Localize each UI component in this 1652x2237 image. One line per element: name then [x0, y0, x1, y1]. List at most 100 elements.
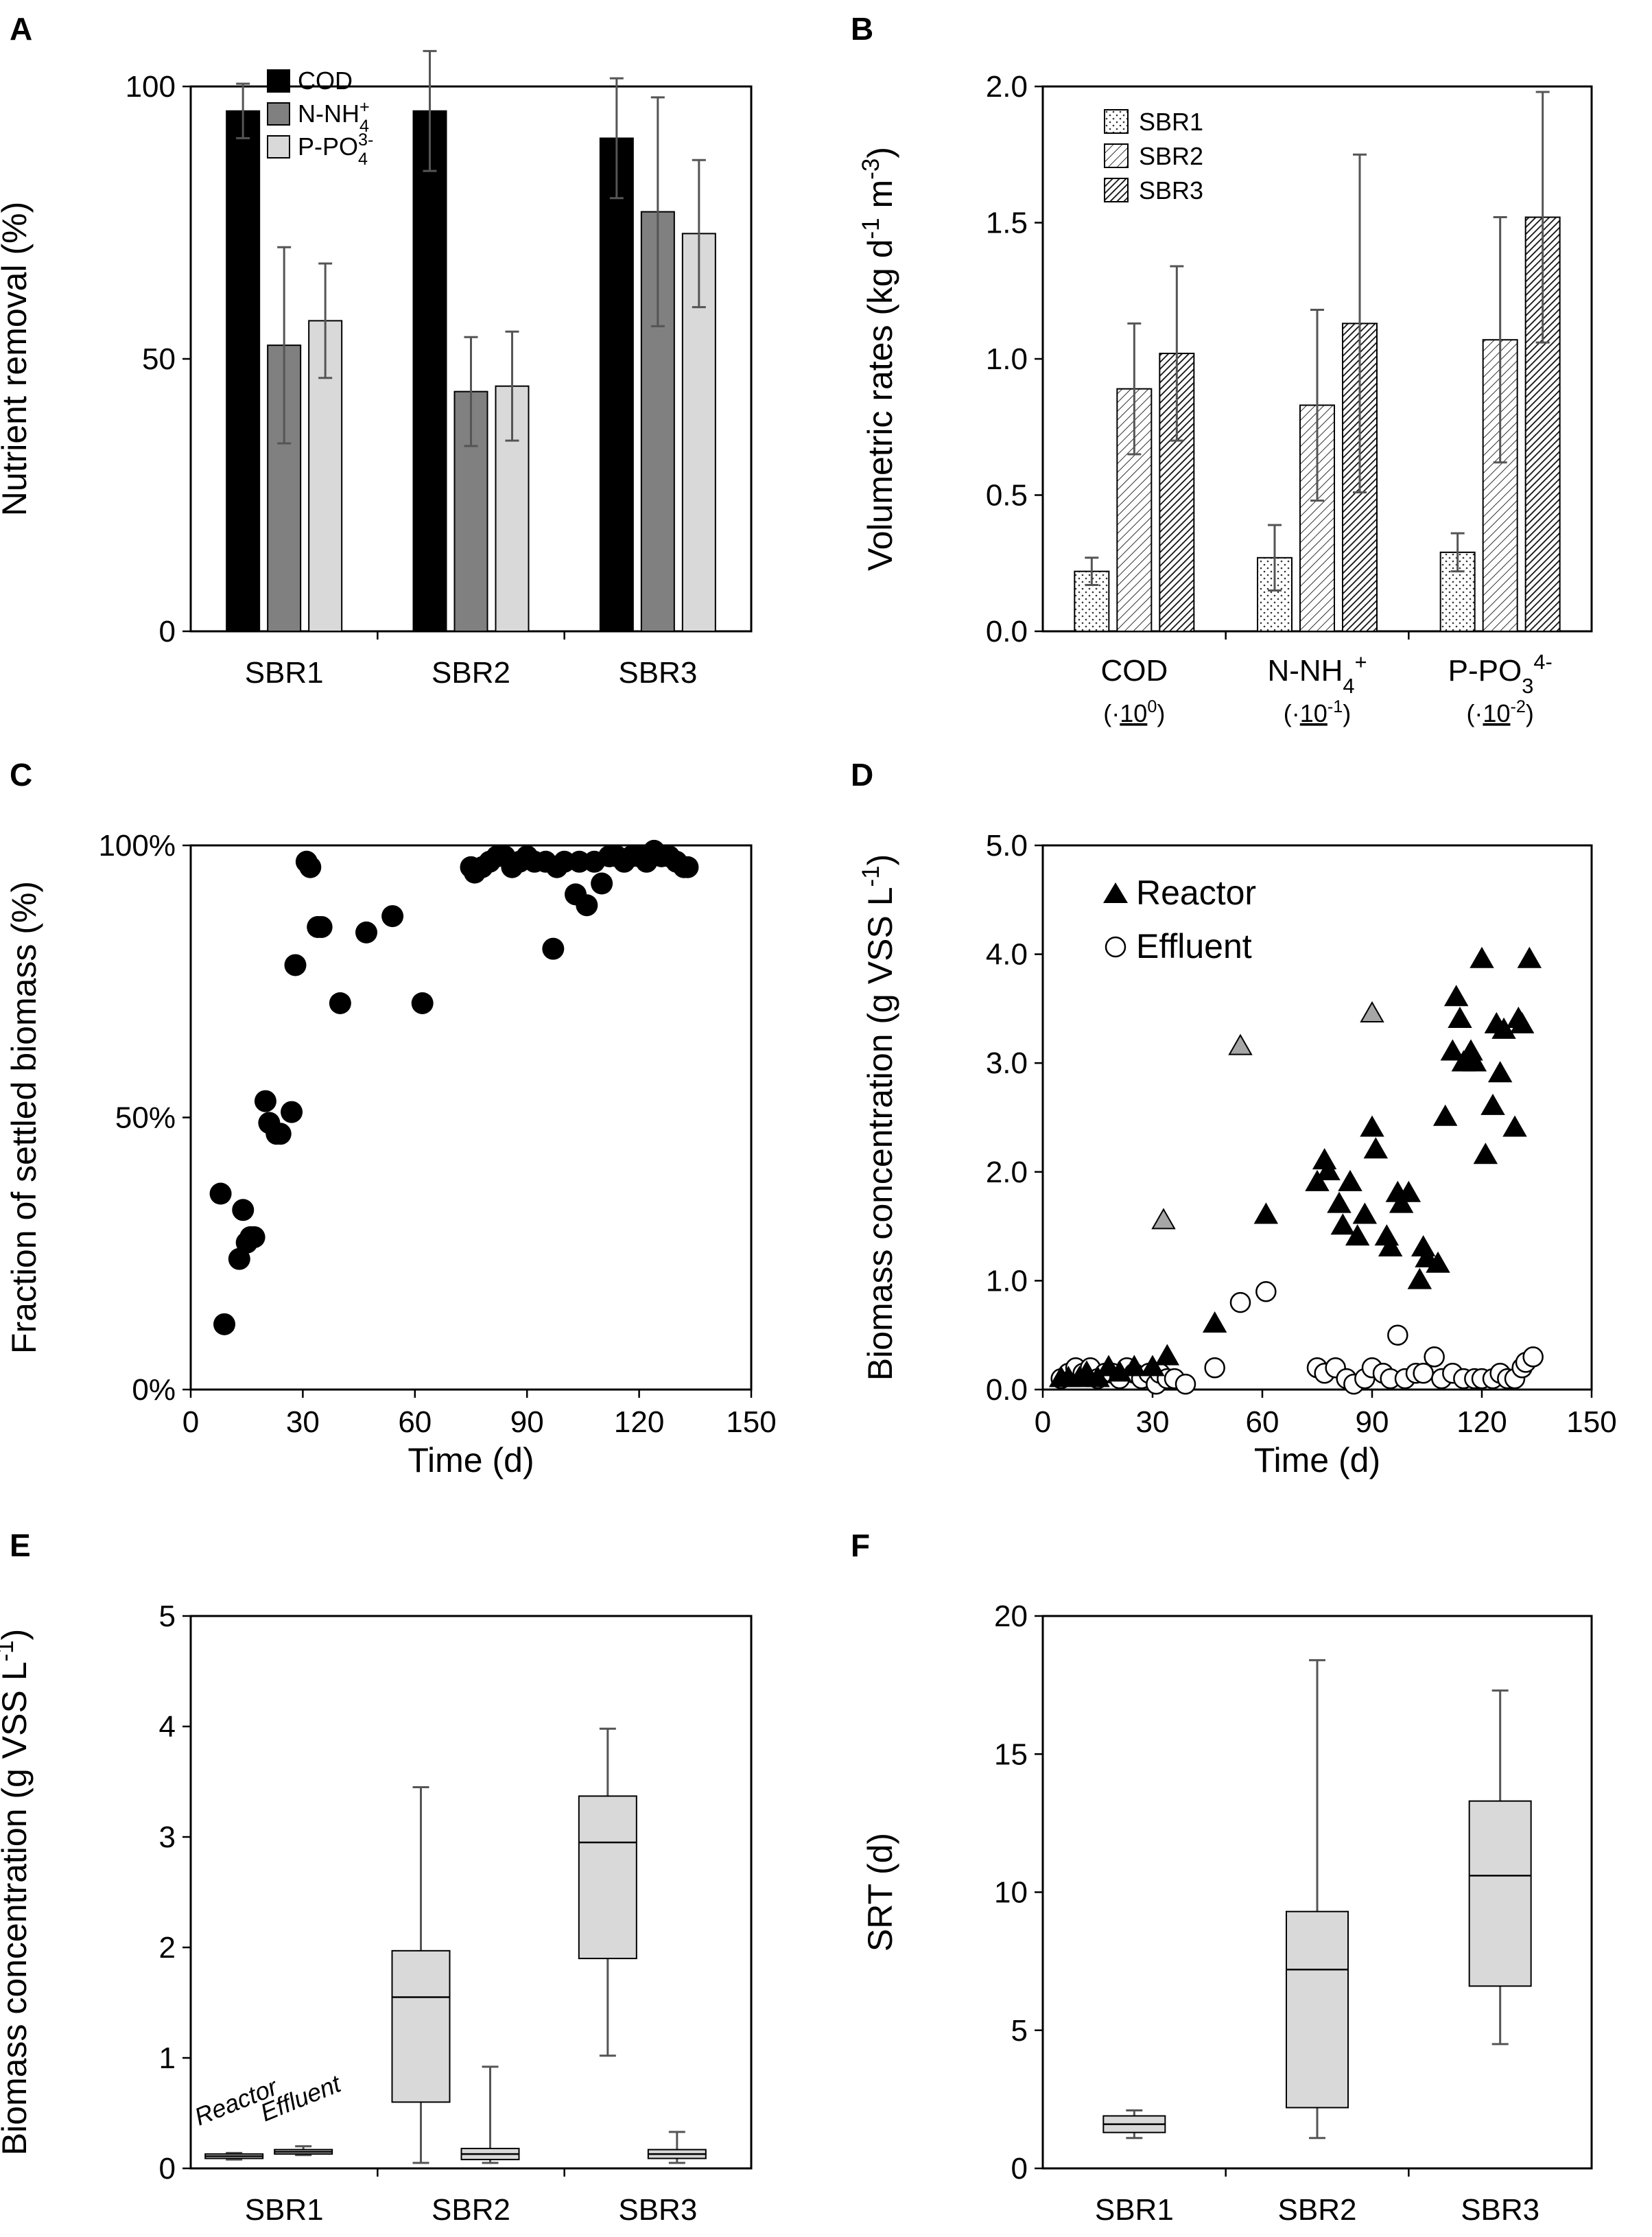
data-point-reactor — [1327, 1191, 1352, 1213]
box — [1468, 1800, 1532, 1987]
data-point-reactor — [1122, 1355, 1147, 1377]
x-category-label: SBR2 — [1278, 2193, 1357, 2227]
panel-label: F — [851, 1527, 870, 1563]
data-point — [284, 954, 307, 976]
y-tick-label: 5 — [1011, 2014, 1028, 2048]
legend-swatch — [1103, 882, 1128, 903]
data-point-reactor — [1360, 1001, 1384, 1023]
panel-label: C — [10, 757, 32, 793]
y-tick-label: 0 — [159, 615, 176, 648]
x-category-label: COD — [1100, 654, 1168, 688]
data-point-effluent — [1255, 1281, 1277, 1302]
y-tick-label: 100 — [126, 70, 176, 104]
bar — [412, 110, 447, 633]
y-tick-label: 2.0 — [986, 70, 1028, 104]
data-point-reactor — [1443, 985, 1469, 1007]
legend-swatch — [267, 102, 290, 126]
data-point — [209, 1182, 232, 1205]
legend-swatch — [1104, 143, 1129, 168]
y-tick-label: 15 — [994, 1737, 1028, 1771]
data-point-effluent — [1175, 1373, 1196, 1395]
y-axis-label: SRT (d) — [861, 1833, 899, 1952]
x-tick-label: 90 — [1356, 1405, 1389, 1439]
data-point — [213, 1313, 236, 1335]
y-tick-label: 0% — [132, 1373, 176, 1407]
x-category-label: SBR1 — [1095, 2193, 1174, 2227]
data-point-reactor — [1363, 1137, 1389, 1159]
legend-swatch — [267, 69, 290, 93]
data-point — [281, 1101, 303, 1123]
legend-swatch — [1104, 109, 1129, 134]
x-tick-label: 60 — [1246, 1405, 1279, 1439]
data-point-effluent — [1229, 1291, 1251, 1313]
data-point-reactor — [1432, 1104, 1458, 1126]
y-tick-label: 5.0 — [986, 829, 1028, 863]
data-point-reactor — [1305, 1169, 1330, 1191]
legend-swatch — [1104, 178, 1129, 202]
data-point-reactor — [1352, 1202, 1378, 1224]
panel-label: A — [10, 11, 32, 47]
data-point-reactor — [1509, 1011, 1535, 1033]
data-point-reactor — [1448, 1006, 1472, 1028]
data-point-reactor — [1502, 1115, 1527, 1137]
y-tick-label: 50% — [115, 1101, 176, 1135]
data-point-reactor — [1378, 1235, 1403, 1257]
x-category-label: SBR3 — [618, 656, 697, 690]
y-tick-label: 5 — [159, 1600, 176, 1633]
y-tick-label: 0.0 — [986, 1373, 1028, 1407]
data-point — [254, 1090, 276, 1112]
y-axis-label: Fraction of settled biomass (%) — [5, 881, 43, 1354]
data-point-reactor — [1491, 1017, 1516, 1039]
data-point-effluent — [1413, 1362, 1434, 1384]
x-category-label: SBR2 — [432, 2193, 510, 2227]
legend-label: Effluent — [1136, 927, 1252, 965]
x-category-label: SBR1 — [245, 2193, 324, 2227]
y-axis-label: Volumetric rates (kg d-1 m-3) — [858, 147, 900, 571]
data-point — [542, 937, 565, 960]
y-axis-label: Biomass concentration (g VSS L-1) — [858, 854, 900, 1381]
data-point-reactor — [1462, 1050, 1487, 1072]
x-axis-label: Time (d) — [1254, 1441, 1380, 1479]
x-tick-label: 150 — [1566, 1405, 1616, 1439]
data-point-reactor — [1316, 1158, 1341, 1180]
x-category-label: SBR3 — [1461, 2193, 1539, 2227]
data-point-reactor — [1396, 1180, 1421, 1202]
data-point — [576, 894, 598, 917]
data-point-reactor — [1389, 1191, 1414, 1213]
panel-label: B — [851, 11, 873, 47]
data-point-effluent — [1204, 1357, 1225, 1379]
x-category-label: SBR3 — [618, 2193, 697, 2227]
y-tick-label: 0 — [159, 2152, 176, 2186]
data-point-effluent — [1424, 1346, 1445, 1368]
data-point — [355, 921, 377, 944]
data-point-reactor — [1470, 946, 1494, 968]
box — [391, 1949, 451, 2103]
y-tick-label: 0.0 — [986, 615, 1028, 648]
x-scale-label: (·100) — [1103, 697, 1165, 727]
panel-label: E — [10, 1527, 31, 1563]
data-point-reactor — [1151, 1208, 1176, 1230]
box — [1286, 1910, 1349, 2109]
x-scale-label: (·10-1) — [1284, 697, 1351, 727]
x-category-label: P-PO34- — [1448, 650, 1553, 698]
y-tick-label: 1 — [159, 2041, 176, 2075]
data-point-reactor — [1330, 1213, 1356, 1235]
legend-label: N-NH4+ — [298, 97, 370, 136]
data-point-reactor — [1360, 1115, 1384, 1137]
x-tick-label: 30 — [1136, 1405, 1170, 1439]
y-tick-label: 10 — [994, 1876, 1028, 1910]
x-scale-label: (·10-2) — [1466, 697, 1533, 727]
data-point-reactor — [1440, 1039, 1465, 1061]
legend-label: SBR1 — [1139, 108, 1203, 136]
data-point-reactor — [1155, 1344, 1180, 1366]
y-tick-label: 1.5 — [986, 207, 1028, 240]
y-tick-label: 100% — [98, 829, 176, 863]
data-point — [232, 1199, 255, 1221]
y-tick-label: 0 — [1011, 2152, 1028, 2186]
data-point-effluent — [1387, 1324, 1408, 1346]
x-tick-label: 0 — [182, 1405, 199, 1439]
y-axis-label: Biomass concentration (g VSS L-1) — [0, 1629, 34, 2156]
plot-frame — [189, 1615, 753, 2170]
legend-label: P-PO43- — [298, 130, 373, 169]
